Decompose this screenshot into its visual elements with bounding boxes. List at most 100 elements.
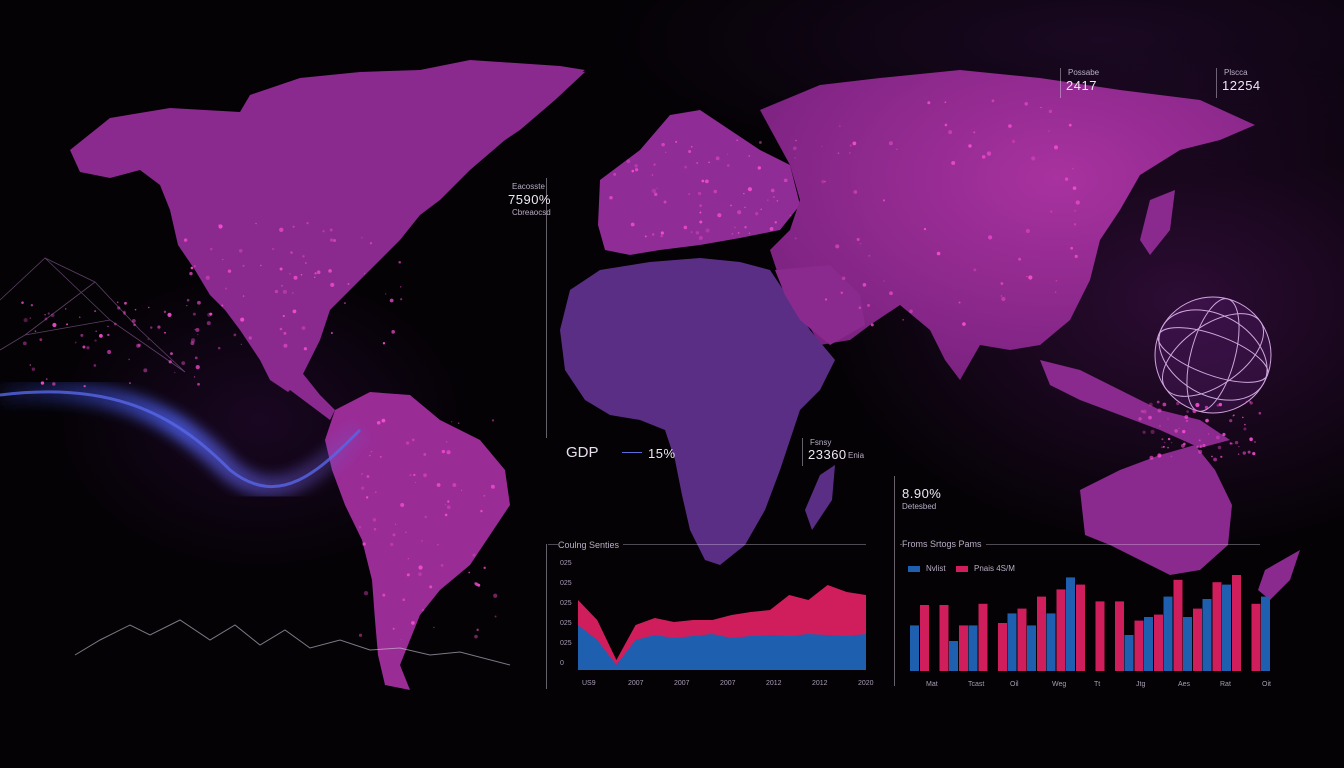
glow-dot — [699, 211, 702, 214]
bar — [1222, 584, 1231, 671]
callout-bracket — [894, 476, 895, 686]
legend-swatch-red — [956, 566, 968, 572]
glow-dot — [358, 633, 363, 637]
glow-dot — [792, 146, 797, 151]
glow-dot — [727, 153, 729, 155]
glow-dot — [1048, 130, 1050, 132]
glow-dot — [726, 164, 730, 167]
glow-dot — [361, 473, 363, 475]
x-tick-label: Oil — [1010, 681, 1019, 688]
glow-dot — [1031, 156, 1036, 161]
glow-dot — [743, 192, 745, 195]
x-tick-label: Aes — [1178, 681, 1191, 688]
glow-dot — [661, 142, 665, 147]
glow-dot — [181, 361, 186, 366]
glow-dot — [440, 564, 444, 567]
glow-dot — [82, 345, 86, 349]
glow-dot — [148, 306, 150, 309]
bar — [1007, 613, 1017, 671]
y-tick-label: 025 — [560, 640, 572, 647]
glow-dot — [1028, 275, 1033, 280]
glow-dot — [613, 172, 617, 176]
glow-dot — [1162, 445, 1165, 448]
bar — [1076, 584, 1085, 671]
glow-dot — [697, 191, 702, 196]
glow-dot — [444, 503, 447, 506]
landmass-new-zealand — [1258, 550, 1300, 600]
glow-dot — [363, 272, 366, 275]
glow-dot — [400, 298, 403, 301]
glow-dot — [279, 227, 284, 233]
glow-dot — [1222, 432, 1226, 437]
glow-dot — [314, 272, 317, 275]
bar — [1202, 599, 1212, 671]
glow-dot — [1074, 210, 1076, 212]
glow-dot — [402, 598, 406, 602]
glow-dot — [382, 342, 386, 345]
callout-bracket — [1216, 68, 1217, 98]
glow-dot — [491, 419, 495, 422]
glow-dot — [948, 130, 953, 135]
glow-dot — [1243, 427, 1247, 431]
glow-dot — [433, 626, 435, 629]
glow-dot — [889, 291, 893, 296]
glow-dot — [424, 515, 427, 519]
glow-dot — [322, 230, 325, 233]
glow-dot — [664, 151, 667, 154]
glow-dot — [715, 156, 720, 161]
bar — [1056, 589, 1066, 671]
bar — [1232, 575, 1241, 671]
bar — [939, 605, 949, 671]
glow-dot — [769, 226, 774, 231]
glow-dot — [1072, 167, 1074, 170]
glow-dot — [862, 283, 867, 287]
glow-dot — [852, 141, 857, 146]
glow-dot — [107, 333, 110, 337]
glow-dot — [958, 301, 961, 304]
glow-dot — [730, 204, 732, 207]
glow-dot — [242, 264, 245, 267]
glow-dot — [1072, 186, 1077, 190]
glow-dot — [1229, 419, 1233, 423]
x-tick-label: 2012 — [766, 680, 782, 687]
glow-dot — [74, 341, 77, 344]
glow-dot — [131, 319, 136, 323]
glow-dot — [1198, 449, 1203, 454]
landmass-southeast-asia — [1040, 360, 1230, 448]
stat-value: 8.90% — [902, 486, 942, 501]
glow-dot — [147, 338, 150, 341]
glow-dot — [44, 313, 46, 316]
glow-dot — [882, 199, 886, 202]
landmass-arabia — [775, 265, 865, 345]
x-tick-label: US9 — [582, 680, 596, 687]
population-dots — [21, 99, 1262, 641]
glow-dot — [986, 151, 992, 156]
glow-dot — [421, 608, 425, 612]
glow-dot — [39, 338, 43, 342]
glow-dot — [973, 268, 977, 272]
legend-label: Pnais 4S/M — [974, 564, 1015, 573]
glow-dot — [124, 301, 127, 305]
glow-dot — [1138, 417, 1142, 421]
network-lines-graphic — [0, 257, 186, 373]
stat-caption: Possabe — [1068, 68, 1100, 77]
glow-dot — [1001, 296, 1006, 302]
glow-dot — [991, 99, 995, 103]
glow-dot — [821, 179, 825, 184]
glow-dot — [218, 224, 220, 226]
glow-dot — [168, 360, 172, 364]
bar — [920, 605, 929, 671]
bar — [978, 603, 988, 671]
glow-dot — [713, 189, 718, 194]
glow-dot — [981, 155, 986, 159]
glow-dot — [289, 273, 291, 275]
bar — [1124, 635, 1134, 671]
glow-dot — [134, 308, 137, 311]
glow-dot — [190, 266, 194, 270]
glow-dot — [1018, 257, 1022, 261]
glow-dot — [205, 275, 210, 280]
glow-dot — [988, 235, 993, 240]
glow-dot — [373, 527, 377, 531]
glow-dot — [227, 269, 232, 273]
